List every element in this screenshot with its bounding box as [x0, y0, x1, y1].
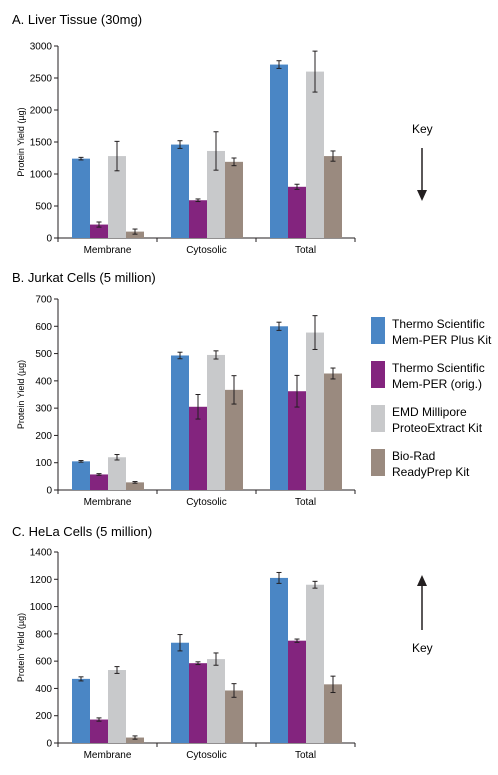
bar: [108, 156, 126, 238]
y-axis-label: Protein Yield (µg): [16, 107, 26, 176]
bar: [171, 642, 189, 743]
bar: [171, 144, 189, 238]
bar: [90, 719, 108, 743]
panel-title: C. HeLa Cells (5 million): [12, 524, 152, 539]
bar: [72, 678, 90, 743]
legend-label: ReadyPrep Kit: [392, 465, 470, 479]
bar: [189, 200, 207, 238]
bar: [72, 461, 90, 490]
bar: [126, 482, 144, 490]
legend-label: ProteoExtract Kit: [392, 421, 483, 435]
bar: [306, 71, 324, 238]
category-label: Total: [295, 750, 316, 761]
category-label: Cytosolic: [186, 750, 227, 761]
key-label: Key: [412, 641, 433, 655]
bar: [225, 690, 243, 743]
y-tick-label: 0: [46, 234, 52, 245]
y-tick-label: 200: [35, 711, 52, 722]
y-tick-label: 300: [35, 404, 52, 415]
bar: [126, 231, 144, 238]
y-tick-label: 2000: [30, 106, 53, 117]
y-tick-label: 400: [35, 376, 52, 387]
bar: [288, 186, 306, 238]
legend-label: EMD Millipore: [392, 405, 467, 419]
y-tick-label: 0: [46, 486, 52, 497]
y-tick-label: 1500: [30, 138, 53, 149]
legend-label: Thermo Scientific: [392, 361, 485, 375]
y-tick-label: 600: [35, 657, 52, 668]
y-tick-label: 500: [35, 202, 52, 213]
category-label: Membrane: [84, 497, 132, 508]
bar: [171, 355, 189, 490]
category-label: Cytosolic: [186, 245, 227, 256]
y-tick-label: 400: [35, 684, 52, 695]
y-tick-label: 0: [46, 739, 52, 750]
y-tick-label: 3000: [30, 42, 53, 53]
legend-label: Mem-PER Plus Kit: [392, 333, 492, 347]
y-tick-label: 1000: [30, 170, 53, 181]
bar: [270, 577, 288, 743]
bar: [126, 737, 144, 743]
category-label: Total: [295, 245, 316, 256]
bar: [207, 659, 225, 743]
bar: [90, 474, 108, 490]
bar: [225, 161, 243, 238]
panel-title: A. Liver Tissue (30mg): [12, 12, 142, 27]
y-tick-label: 700: [35, 295, 52, 306]
y-axis-label: Protein Yield (µg): [16, 613, 26, 682]
bar: [108, 670, 126, 743]
y-tick-label: 500: [35, 349, 52, 360]
legend-swatch: [371, 405, 385, 432]
legend-label: Thermo Scientific: [392, 317, 485, 331]
bar: [225, 389, 243, 490]
panel-title: B. Jurkat Cells (5 million): [12, 270, 156, 285]
y-tick-label: 200: [35, 431, 52, 442]
bar: [324, 684, 342, 743]
bar: [207, 150, 225, 238]
bar: [324, 156, 342, 238]
y-tick-label: 1200: [30, 575, 53, 586]
category-label: Membrane: [84, 750, 132, 761]
category-label: Membrane: [84, 245, 132, 256]
bar: [108, 457, 126, 490]
bar: [90, 224, 108, 238]
legend-label: Mem-PER (orig.): [392, 377, 482, 391]
bar: [324, 373, 342, 490]
category-label: Total: [295, 497, 316, 508]
y-tick-label: 800: [35, 629, 52, 640]
legend-swatch: [371, 449, 385, 476]
bar: [288, 391, 306, 490]
bar: [189, 663, 207, 743]
y-tick-label: 2500: [30, 74, 53, 85]
y-tick-label: 100: [35, 458, 52, 469]
bar: [306, 584, 324, 743]
legend-swatch: [371, 317, 385, 344]
down-arrow-head-icon: [417, 190, 427, 201]
bar: [270, 64, 288, 238]
y-tick-label: 1400: [30, 548, 53, 559]
y-tick-label: 600: [35, 322, 52, 333]
legend-swatch: [371, 361, 385, 388]
bar: [306, 332, 324, 490]
y-axis-label: Protein Yield (µg): [16, 360, 26, 429]
key-label: Key: [412, 122, 433, 136]
category-label: Cytosolic: [186, 497, 227, 508]
bar: [288, 640, 306, 743]
bar: [189, 406, 207, 490]
bar: [72, 158, 90, 238]
y-tick-label: 1000: [30, 602, 53, 613]
legend-label: Bio-Rad: [392, 449, 435, 463]
up-arrow-head-icon: [417, 575, 427, 586]
bar: [270, 326, 288, 490]
bar: [207, 354, 225, 490]
